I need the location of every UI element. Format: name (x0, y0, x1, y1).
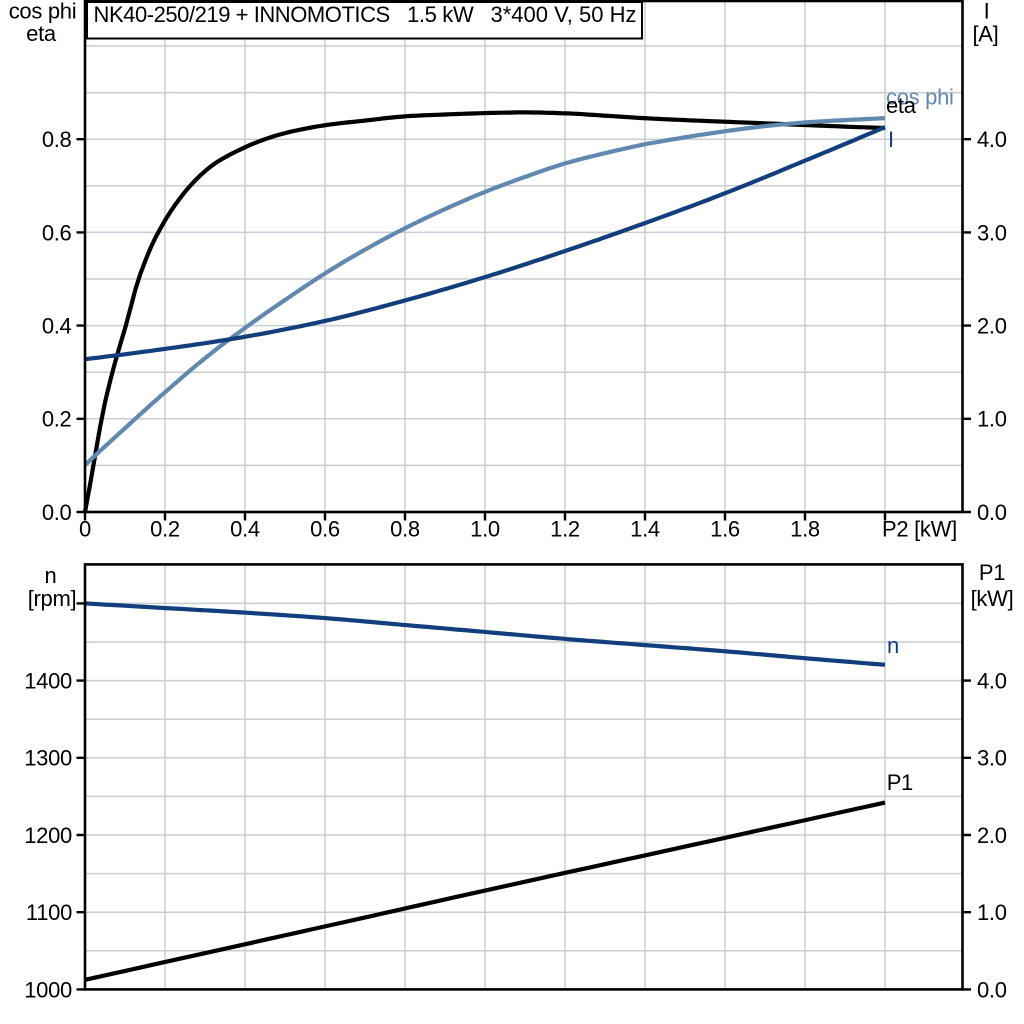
svg-text:cos phi: cos phi (886, 85, 954, 110)
svg-text:1.2: 1.2 (550, 517, 580, 542)
svg-text:0.0: 0.0 (42, 500, 72, 525)
svg-text:1.0: 1.0 (977, 900, 1007, 925)
svg-text:0.4: 0.4 (42, 314, 72, 339)
svg-text:1.0: 1.0 (977, 407, 1007, 432)
svg-text:P1: P1 (979, 560, 1005, 585)
svg-text:3*400 V, 50 Hz: 3*400 V, 50 Hz (491, 2, 637, 27)
svg-text:1.8: 1.8 (790, 517, 820, 542)
svg-text:0.8: 0.8 (42, 127, 72, 152)
svg-text:[A]: [A] (973, 22, 999, 47)
svg-text:eta: eta (886, 93, 917, 118)
svg-text:cos phi: cos phi (9, 0, 77, 24)
svg-text:1300: 1300 (24, 746, 72, 771)
svg-text:P2 [kW]: P2 [kW] (882, 517, 957, 542)
svg-text:NK40-250/219 + INNOMOTICS: NK40-250/219 + INNOMOTICS (94, 2, 390, 27)
svg-text:1000: 1000 (24, 977, 72, 1002)
svg-text:[rpm]: [rpm] (28, 586, 77, 611)
svg-text:4.0: 4.0 (977, 127, 1007, 152)
svg-text:eta: eta (26, 21, 57, 46)
svg-text:1.4: 1.4 (630, 517, 660, 542)
svg-text:3.0: 3.0 (977, 220, 1007, 245)
svg-text:1.0: 1.0 (470, 517, 500, 542)
svg-text:1100: 1100 (26, 900, 72, 925)
svg-text:[kW]: [kW] (971, 586, 1014, 611)
svg-text:0: 0 (79, 517, 91, 542)
svg-text:3.0: 3.0 (977, 746, 1007, 771)
svg-text:4.0: 4.0 (977, 669, 1007, 694)
svg-text:0.0: 0.0 (977, 977, 1007, 1002)
svg-text:0.0: 0.0 (977, 500, 1007, 525)
svg-text:1.5 kW: 1.5 kW (407, 2, 474, 27)
svg-text:n: n (887, 633, 899, 658)
svg-text:0.6: 0.6 (42, 220, 72, 245)
svg-text:n: n (45, 563, 57, 588)
svg-text:0.2: 0.2 (150, 517, 180, 542)
svg-text:1400: 1400 (24, 669, 72, 694)
svg-text:0.4: 0.4 (230, 517, 260, 542)
svg-text:2.0: 2.0 (977, 823, 1007, 848)
svg-text:1200: 1200 (24, 823, 72, 848)
svg-text:I: I (888, 127, 894, 152)
svg-text:1.6: 1.6 (710, 517, 740, 542)
svg-text:2.0: 2.0 (977, 314, 1007, 339)
svg-text:I: I (984, 0, 990, 24)
svg-text:P1: P1 (887, 770, 913, 795)
svg-text:0.6: 0.6 (310, 517, 340, 542)
svg-text:0.8: 0.8 (390, 517, 420, 542)
svg-text:0.2: 0.2 (42, 407, 72, 432)
